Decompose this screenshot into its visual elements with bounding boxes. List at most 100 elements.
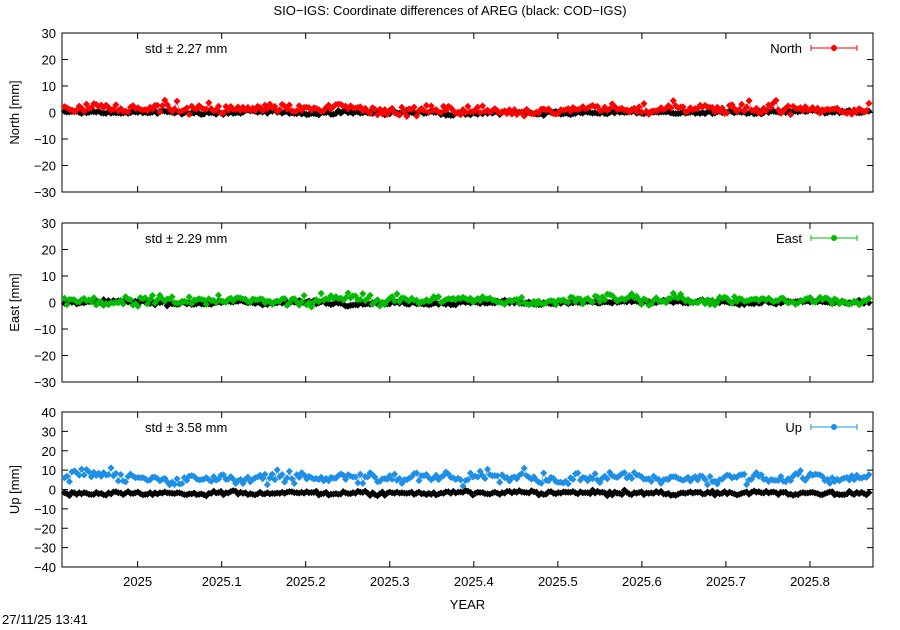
data-point xyxy=(366,291,374,299)
y-tick-label: 0 xyxy=(49,483,56,498)
data-point xyxy=(65,478,73,486)
data-point xyxy=(413,112,421,120)
y-tick-label: 20 xyxy=(42,243,56,258)
data-point xyxy=(293,107,301,115)
data-point xyxy=(667,104,675,112)
data-point xyxy=(271,102,279,110)
data-point xyxy=(427,102,435,110)
data-point xyxy=(288,475,296,483)
y-axis-label: Up [mm] xyxy=(7,465,22,514)
data-point xyxy=(865,294,873,302)
data-point xyxy=(395,111,404,119)
y-tick-label: −20 xyxy=(34,521,56,536)
data-point xyxy=(144,300,152,308)
data-point xyxy=(359,479,367,487)
data-point xyxy=(119,300,127,308)
data-point xyxy=(356,470,364,478)
data-point xyxy=(464,476,472,484)
data-point xyxy=(569,475,577,483)
data-point xyxy=(738,100,746,108)
data-point xyxy=(214,291,223,299)
data-point xyxy=(173,475,181,483)
data-point xyxy=(90,294,98,302)
data-point xyxy=(669,97,677,105)
data-point xyxy=(642,296,650,304)
data-point xyxy=(173,97,181,105)
y-tick-label: −20 xyxy=(34,159,56,174)
data-point xyxy=(344,289,352,297)
y-tick-label: −10 xyxy=(34,322,56,337)
data-point xyxy=(496,478,504,486)
data-point xyxy=(388,475,396,483)
data-point xyxy=(170,105,179,113)
data-point xyxy=(354,479,362,487)
data-point xyxy=(706,472,714,481)
data-point xyxy=(481,474,489,483)
y-tick-label: 0 xyxy=(49,296,56,311)
data-point xyxy=(112,101,120,109)
data-point xyxy=(158,102,166,110)
data-point xyxy=(278,470,286,479)
data-point xyxy=(153,296,161,304)
y-tick-label: 20 xyxy=(42,53,56,68)
data-point xyxy=(589,475,597,483)
data-point xyxy=(268,470,276,478)
data-point xyxy=(219,109,227,117)
x-axis-label: YEAR xyxy=(450,597,485,612)
x-tick-label: 2025.2 xyxy=(286,574,326,589)
data-point xyxy=(391,297,399,305)
data-point xyxy=(391,470,399,478)
data-point xyxy=(603,475,611,483)
data-point xyxy=(207,477,215,485)
data-point xyxy=(679,103,687,111)
legend-label: North xyxy=(770,41,802,56)
data-point xyxy=(593,293,602,301)
data-point xyxy=(635,103,643,111)
y-tick-label: −40 xyxy=(34,560,56,575)
data-point xyxy=(373,111,382,119)
y-tick-label: −10 xyxy=(34,502,56,517)
data-point xyxy=(271,476,279,484)
y-tick-label: −10 xyxy=(34,132,56,147)
data-point xyxy=(300,291,308,300)
data-point xyxy=(828,300,836,308)
data-point xyxy=(574,469,582,477)
panel-2: −40 −30 −20 −10 0 10 20 30 40 2025 2025.1 2025.2 202… xyxy=(7,405,874,612)
y-axis-label: East [mm] xyxy=(7,273,22,332)
x-tick-label: 2025.4 xyxy=(454,574,494,589)
data-point xyxy=(283,474,291,482)
y-tick-label: 30 xyxy=(42,26,56,41)
data-point xyxy=(740,470,748,478)
data-point xyxy=(373,296,382,304)
data-point xyxy=(205,99,213,107)
data-point xyxy=(75,471,83,479)
data-point xyxy=(156,108,164,116)
y-tick-label: 10 xyxy=(42,269,56,284)
data-point xyxy=(479,102,487,110)
data-point xyxy=(667,294,675,302)
legend-marker xyxy=(831,45,837,51)
data-point xyxy=(589,298,597,306)
data-point xyxy=(168,293,176,301)
data-point xyxy=(342,475,350,483)
data-point xyxy=(493,472,501,480)
data-point xyxy=(703,481,712,489)
data-point xyxy=(261,470,269,478)
data-point xyxy=(633,108,641,116)
y-tick-label: 30 xyxy=(42,424,56,439)
std-label: std ± 2.29 mm xyxy=(145,231,227,246)
data-point xyxy=(520,112,528,120)
data-point xyxy=(862,107,870,115)
data-point xyxy=(117,470,125,479)
data-point xyxy=(606,105,614,113)
data-point xyxy=(366,109,374,118)
legend-marker xyxy=(831,424,837,430)
data-point xyxy=(459,482,467,490)
data-point xyxy=(285,467,293,475)
data-point xyxy=(114,477,122,485)
data-point xyxy=(537,479,545,487)
data-point xyxy=(640,100,648,108)
data-point xyxy=(796,467,804,475)
data-point xyxy=(703,296,712,304)
